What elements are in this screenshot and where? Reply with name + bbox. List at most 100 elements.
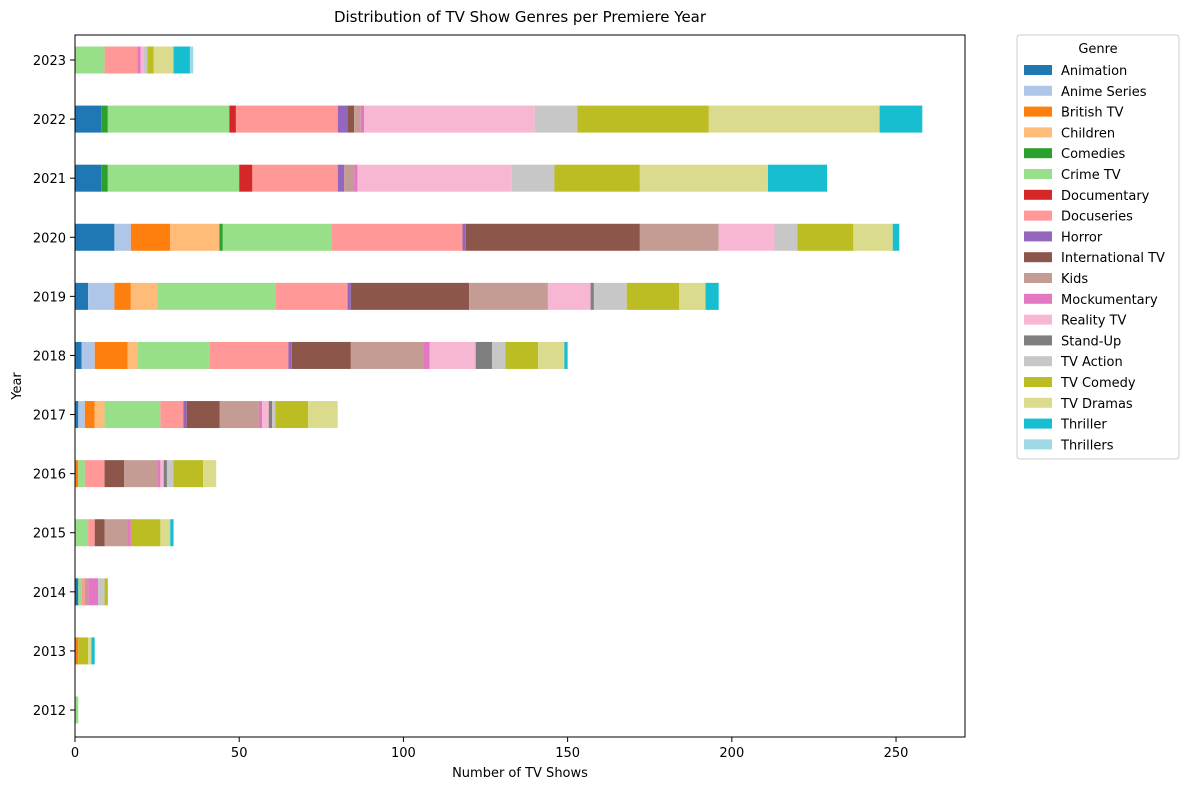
legend-label: Animation: [1061, 64, 1127, 79]
bar-2017-reality-tv: [262, 401, 269, 429]
legend-swatch: [1024, 231, 1052, 242]
bar-2022-tv-comedy: [577, 105, 709, 133]
x-axis-label: Number of TV Shows: [452, 766, 588, 781]
legend-label: Thriller: [1060, 418, 1107, 433]
bar-2014-crime-tv: [78, 578, 82, 606]
bar-2013-tv-dramas: [88, 637, 92, 665]
legend-swatch: [1024, 439, 1052, 450]
bar-2018-stand-up: [475, 341, 493, 369]
legend-swatch: [1024, 397, 1052, 408]
legend-swatch: [1024, 169, 1052, 179]
bar-2022-documentary: [229, 105, 236, 133]
bar-2023-thriller: [173, 46, 190, 74]
bar-2021-kids: [344, 164, 355, 192]
bar-2014-tv-action: [97, 578, 105, 606]
bar-2018-children: [127, 341, 138, 369]
bar-2018-crime-tv: [137, 341, 210, 369]
bar-2019-kids: [469, 282, 548, 310]
legend-label: Crime TV: [1061, 168, 1121, 183]
legend-swatch: [1024, 335, 1052, 346]
bar-2022-crime-tv: [107, 105, 230, 133]
bar-2013-tv-comedy: [78, 637, 89, 665]
legend-label: Docuseries: [1061, 210, 1133, 225]
bar-2014-animation: [75, 578, 79, 606]
bar-2022-horror: [337, 105, 348, 133]
y-axis: 2012 2013 2014 2015 2016 2017 2018 2019 2020 2021…: [33, 54, 75, 719]
y-tick-label: 2017: [33, 409, 66, 424]
bar-2021-animation: [75, 164, 102, 192]
bar-2023-reality-tv: [140, 46, 144, 74]
bar-2023-tv-comedy: [147, 46, 154, 74]
y-tick-label: 2013: [33, 645, 66, 660]
legend-title: Genre: [1078, 42, 1117, 57]
bar-2018-international-tv: [291, 341, 351, 369]
bar-2016-tv-action: [166, 460, 174, 488]
plot-frame: [74, 34, 966, 738]
legend-label: British TV: [1061, 106, 1124, 121]
bar-2023-docuseries: [104, 46, 138, 74]
bar-2019-animation: [75, 282, 89, 310]
bar-2018-mockumentary: [423, 341, 430, 369]
bar-2015-kids: [104, 519, 128, 547]
legend-label: Stand-Up: [1061, 334, 1121, 349]
bar-2013-british-tv: [75, 637, 79, 665]
bar-2012-crime-tv: [75, 696, 79, 724]
y-tick-label: 2023: [33, 54, 66, 69]
legend-swatch: [1024, 210, 1052, 221]
bar-2017-docuseries: [160, 401, 184, 429]
bar-2021-crime-tv: [107, 164, 240, 192]
bar-2021-thriller: [767, 164, 828, 192]
bar-2016-mockumentary: [157, 460, 161, 488]
bar-2016-british-tv: [75, 460, 79, 488]
bar-2019-tv-action: [593, 282, 627, 310]
bar-2017-anime-series: [78, 401, 85, 429]
legend-label: Children: [1061, 126, 1115, 141]
bar-2023-tv-dramas: [153, 46, 174, 74]
bar-2017-stand-up: [268, 401, 273, 429]
bar-2019-reality-tv: [547, 282, 591, 310]
legend-swatch: [1024, 273, 1052, 283]
bar-2016-crime-tv: [78, 460, 85, 488]
bar-2014-kids: [84, 578, 89, 606]
bar-2015-thriller: [170, 519, 174, 547]
legend-label: TV Comedy: [1060, 376, 1136, 391]
legend-label: Horror: [1061, 230, 1103, 245]
bar-2015-docuseries: [88, 519, 95, 547]
bar-2013-thriller: [91, 637, 95, 665]
bar-2019-docuseries: [275, 282, 348, 310]
bar-2021-tv-comedy: [554, 164, 640, 192]
legend-label: Reality TV: [1061, 314, 1127, 329]
y-tick-label: 2020: [33, 231, 66, 246]
y-tick-label: 2012: [33, 704, 66, 719]
bar-2016-tv-comedy: [173, 460, 204, 488]
y-tick-label: 2022: [33, 113, 66, 128]
bar-2014-tv-comedy: [104, 578, 108, 606]
bar-2017-tv-action: [272, 401, 276, 429]
bar-2018-animation: [75, 341, 82, 369]
legend-swatch: [1024, 189, 1052, 200]
bar-2023-thrillers: [189, 46, 194, 74]
legend-label: Documentary: [1061, 189, 1150, 204]
bar-2022-thriller: [879, 105, 923, 133]
bar-2020-comedies: [219, 223, 223, 251]
bar-2018-tv-comedy: [505, 341, 539, 369]
bar-2022-docuseries: [235, 105, 338, 133]
bar-2019-children: [130, 282, 158, 310]
bar-2016-international-tv: [104, 460, 125, 488]
bar-2015-tv-dramas: [160, 519, 171, 547]
bar-2019-british-tv: [114, 282, 131, 310]
bar-2014-docuseries: [81, 578, 85, 606]
bar-2019-horror: [347, 282, 351, 310]
bar-2021-documentary: [239, 164, 253, 192]
bar-2023-mockumentary: [137, 46, 141, 74]
bar-2020-tv-dramas: [853, 223, 893, 251]
bar-2017-tv-dramas: [308, 401, 338, 429]
x-tick-label: 200: [719, 746, 744, 761]
y-tick-label: 2015: [33, 527, 66, 542]
bar-2014-mockumentary: [88, 578, 98, 606]
bar-2019-crime-tv: [157, 282, 276, 310]
bar-2018-tv-dramas: [538, 341, 565, 369]
bar-2017-children: [94, 401, 105, 429]
x-tick-label: 250: [884, 746, 909, 761]
bar-2020-animation: [75, 223, 115, 251]
